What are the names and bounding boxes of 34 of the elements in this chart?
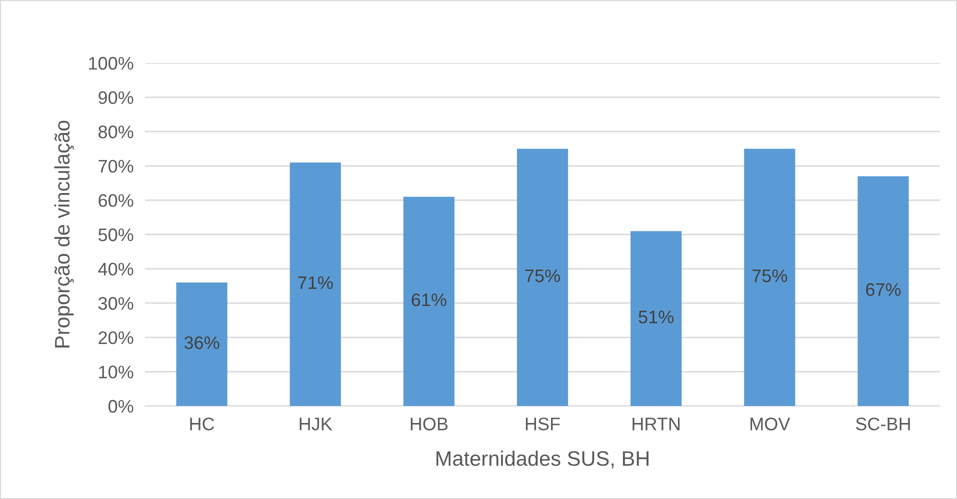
data-label: 36% (184, 336, 220, 350)
y-tick-label: 20% (98, 331, 134, 344)
bar (630, 231, 682, 406)
bar (290, 162, 341, 406)
y-tick-label: 70% (98, 160, 134, 173)
x-tick-label: SC-BH (856, 418, 910, 430)
bar (516, 148, 568, 406)
y-tick-label: 60% (98, 194, 134, 207)
bar (858, 176, 909, 406)
x-tick-label: HRTN (632, 418, 680, 430)
data-label: 71% (298, 276, 333, 290)
x-tick-label: MOV (750, 418, 790, 430)
y-tick-label: 40% (98, 262, 134, 276)
y-tick-label: 90% (98, 91, 134, 104)
y-tick-label: 10% (99, 366, 134, 378)
bar (744, 148, 796, 406)
y-axis-title: Proporção de vinculação (54, 120, 74, 348)
x-tick-label: HSF (526, 418, 560, 430)
x-tick-label: HOB (410, 418, 448, 430)
x-tick-label: HC (190, 418, 214, 430)
y-tick-label: 100% (89, 56, 134, 70)
data-label: 67% (866, 283, 901, 296)
y-tick-label: 80% (98, 126, 134, 138)
y-tick-label: 30% (98, 297, 134, 310)
y-tick-label: 50% (98, 228, 134, 242)
data-label: 75% (752, 270, 788, 282)
bar (176, 282, 228, 406)
data-label: 75% (525, 270, 560, 282)
y-tick-label: 0% (108, 400, 134, 413)
data-label: 51% (638, 310, 674, 324)
x-axis-title: Maternidades SUS, BH (436, 450, 648, 468)
x-tick-label: HJK (300, 418, 332, 430)
bar (403, 196, 454, 406)
data-label: 61% (412, 293, 446, 306)
